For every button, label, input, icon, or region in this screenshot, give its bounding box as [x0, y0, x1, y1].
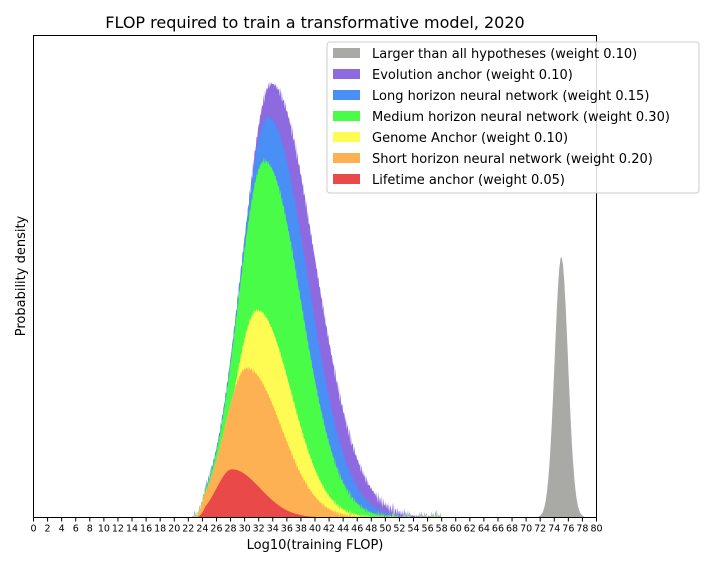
x-tick-label: 72: [534, 524, 546, 535]
x-tick-label: 28: [225, 524, 237, 535]
x-tick-label: 8: [87, 524, 93, 535]
legend-swatch: [333, 69, 360, 79]
x-tick-label: 36: [281, 524, 293, 535]
chart-title: FLOP required to train a transformative …: [105, 13, 524, 32]
legend-swatch: [333, 90, 360, 100]
x-tick-label: 38: [295, 524, 307, 535]
x-tick-label: 60: [450, 524, 462, 535]
x-tick-label: 34: [267, 524, 279, 535]
x-tick-label: 22: [182, 524, 194, 535]
legend-swatch: [333, 174, 360, 184]
legend: Larger than all hypotheses (weight 0.10)…: [326, 41, 700, 194]
x-tick-label: 42: [323, 524, 335, 535]
y-axis-label: Probability density: [14, 215, 29, 336]
x-tick-label: 30: [239, 524, 251, 535]
legend-label: Medium horizon neural network (weight 0.…: [372, 110, 670, 125]
area-layer: [536, 256, 586, 518]
gray-area: [536, 256, 586, 518]
x-tick-label: 76: [562, 524, 574, 535]
x-tick-label: 10: [98, 524, 110, 535]
x-tick-label: 66: [492, 524, 504, 535]
x-tick-label: 14: [126, 524, 138, 535]
x-tick-label: 54: [407, 524, 419, 535]
x-tick-label: 64: [478, 524, 490, 535]
legend-swatch: [333, 48, 360, 58]
legend-swatch: [333, 111, 360, 121]
legend-swatch: [333, 153, 360, 163]
x-tick-label: 46: [351, 524, 363, 535]
x-tick-label: 24: [196, 524, 208, 535]
stacked-areas: [191, 81, 442, 518]
x-tick-label: 58: [436, 524, 448, 535]
legend-swatch: [333, 132, 360, 142]
legend-label: Lifetime anchor (weight 0.05): [372, 173, 565, 188]
x-tick-label: 18: [154, 524, 166, 535]
area-layer: [191, 469, 442, 518]
x-tick-label: 16: [140, 524, 152, 535]
x-tick-label: 40: [309, 524, 321, 535]
x-tick-label: 20: [168, 524, 180, 535]
x-axis-ticks: 0 2 4 6 8 10 12 14 16 18 20 22 24 26 28 30 32 34 36 38 40 42 4…: [30, 517, 603, 535]
x-tick-label: 32: [253, 524, 265, 535]
x-tick-label: 68: [506, 524, 518, 535]
legend-label: Genome Anchor (weight 0.10): [372, 131, 568, 146]
legend-label: Larger than all hypotheses (weight 0.10): [372, 47, 637, 62]
x-tick-label: 50: [379, 524, 391, 535]
legend-label: Short horizon neural network (weight 0.2…: [372, 152, 653, 167]
x-tick-label: 56: [422, 524, 434, 535]
x-tick-label: 2: [45, 524, 51, 535]
x-tick-label: 26: [210, 524, 222, 535]
x-tick-label: 6: [73, 524, 79, 535]
x-tick-label: 0: [30, 524, 36, 535]
x-tick-label: 62: [464, 524, 476, 535]
x-tick-label: 12: [112, 524, 124, 535]
x-tick-label: 78: [576, 524, 588, 535]
legend-label: Long horizon neural network (weight 0.15…: [372, 89, 649, 104]
x-tick-label: 74: [548, 524, 560, 535]
legend-label: Evolution anchor (weight 0.10): [372, 68, 573, 83]
area-layer: [191, 365, 442, 518]
x-axis-label: Log10(training FLOP): [247, 538, 384, 553]
legend-box: [326, 41, 700, 194]
x-tick-label: 4: [59, 524, 65, 535]
x-tick-label: 44: [337, 524, 349, 535]
x-tick-label: 48: [365, 524, 377, 535]
x-tick-label: 52: [393, 524, 405, 535]
x-tick-label: 70: [520, 524, 532, 535]
x-tick-label: 80: [590, 524, 602, 535]
